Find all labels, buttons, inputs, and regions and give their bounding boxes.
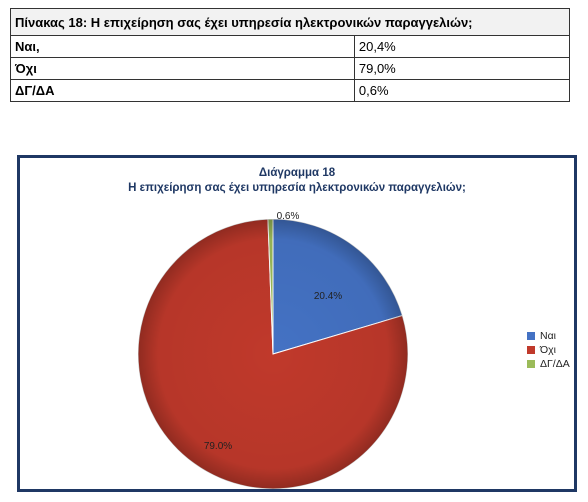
table-row: Όχι 79,0% [10, 57, 571, 80]
data-label-yes: 20.4% [314, 291, 342, 302]
chart-legend: Ναι Όχι ΔΓ/ΔΑ [527, 329, 570, 371]
legend-item-no: Όχι [527, 343, 570, 357]
row-value-yes: 20,4% [353, 35, 571, 58]
chart-frame: Διάγραμμα 18 Η επιχείρηση σας έχει υπηρε… [17, 155, 577, 492]
pie-chart: 20.4% 79.0% 0.6% [137, 211, 409, 489]
data-label-no: 79.0% [204, 441, 232, 452]
table-row: ΔΓ/ΔΑ 0,6% [10, 79, 571, 102]
chart-subtitle: Η επιχείρηση σας έχει υπηρεσία ηλεκτρονι… [128, 182, 466, 194]
legend-swatch [527, 346, 535, 354]
row-value-dk: 0,6% [353, 79, 571, 102]
row-label-dk: ΔΓ/ΔΑ [10, 79, 355, 102]
row-value-no: 79,0% [353, 57, 571, 80]
legend-label: Όχι [540, 344, 556, 356]
data-label-dk: 0.6% [277, 211, 300, 222]
legend-label: Ναι [540, 330, 556, 342]
legend-item-yes: Ναι [527, 329, 570, 343]
legend-swatch [527, 332, 535, 340]
chart-title: Διάγραμμα 18 [258, 167, 336, 179]
summary-table-wrap: Πίνακας 18: Η επιχείρηση σας έχει υπηρεσ… [10, 8, 571, 102]
legend-swatch [527, 360, 535, 368]
pie-shading [138, 219, 408, 489]
table-row: Ναι, 20,4% [10, 35, 571, 58]
summary-table: Πίνακας 18: Η επιχείρηση σας έχει υπηρεσ… [10, 8, 571, 102]
legend-item-dk: ΔΓ/ΔΑ [527, 357, 570, 371]
table-title-row: Πίνακας 18: Η επιχείρηση σας έχει υπηρεσ… [10, 8, 570, 36]
table-title: Πίνακας 18: Η επιχείρηση σας έχει υπηρεσ… [10, 8, 570, 36]
row-label-yes: Ναι, [10, 35, 355, 58]
legend-label: ΔΓ/ΔΑ [540, 358, 570, 370]
row-label-no: Όχι [10, 57, 355, 80]
